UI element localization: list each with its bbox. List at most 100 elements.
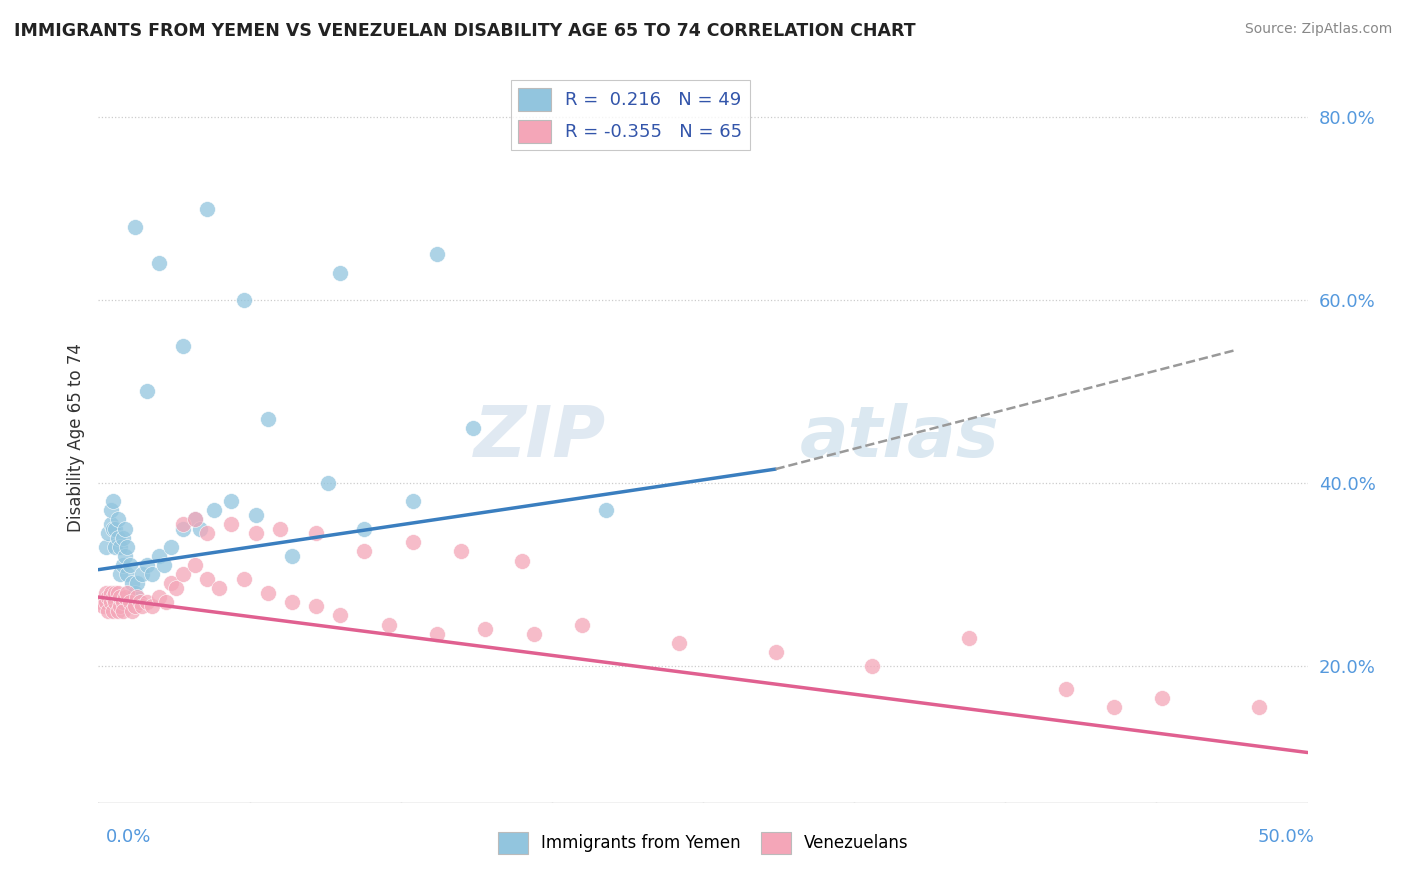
Point (232, 572, 254, 586)
Point (188, 521, 211, 535)
Legend: Immigrants from Yemen, Venezuelans: Immigrants from Yemen, Venezuelans (491, 826, 915, 860)
Point (124, 585, 146, 599)
Point (1152, 690, 1174, 705)
Point (172, 516, 194, 531)
Point (94, 540, 117, 554)
Point (148, 549, 170, 563)
Point (1054, 681, 1077, 696)
Point (128, 594, 150, 608)
Point (402, 535, 425, 549)
Point (474, 622, 496, 636)
Point (195, 202, 218, 216)
Point (104, 540, 127, 554)
Point (523, 626, 546, 640)
Point (571, 617, 593, 632)
Point (256, 585, 278, 599)
Point (111, 558, 134, 573)
Point (100, 516, 122, 531)
Point (101, 590, 124, 604)
Point (245, 508, 267, 522)
Point (94, 585, 117, 599)
Point (165, 581, 187, 595)
Point (107, 604, 129, 618)
Point (97, 590, 120, 604)
Point (195, 526, 218, 541)
Point (281, 594, 304, 608)
Point (160, 540, 183, 554)
Point (107, 585, 129, 599)
Point (131, 567, 153, 582)
Point (101, 494, 124, 508)
Point (100, 503, 122, 517)
Point (118, 594, 141, 608)
Point (184, 558, 207, 573)
Point (121, 576, 143, 591)
Point (118, 558, 141, 573)
Point (195, 572, 218, 586)
Point (111, 594, 134, 608)
Point (108, 567, 131, 582)
Point (104, 521, 127, 535)
Point (860, 658, 883, 673)
Point (114, 549, 136, 563)
Point (148, 590, 170, 604)
Point (141, 567, 163, 582)
Point (117, 567, 139, 582)
Point (127, 576, 149, 591)
Point (135, 558, 157, 573)
Point (101, 521, 124, 535)
Point (108, 599, 131, 614)
Point (256, 412, 278, 426)
Point (100, 585, 122, 599)
Text: atlas: atlas (800, 402, 1000, 472)
Point (595, 503, 617, 517)
Point (184, 512, 207, 526)
Point (114, 590, 136, 604)
Point (281, 549, 304, 563)
Text: IMMIGRANTS FROM YEMEN VS VENEZUELAN DISABILITY AGE 65 TO 74 CORRELATION CHART: IMMIGRANTS FROM YEMEN VS VENEZUELAN DISA… (14, 22, 915, 40)
Point (204, 503, 226, 517)
Point (402, 494, 425, 508)
Point (221, 516, 243, 531)
Text: ZIP: ZIP (474, 402, 606, 472)
Y-axis label: Disability Age 65 to 74: Disability Age 65 to 74 (66, 343, 84, 532)
Point (172, 521, 194, 535)
Point (172, 338, 194, 352)
Point (141, 599, 163, 614)
Point (510, 553, 533, 567)
Point (111, 531, 134, 545)
Point (957, 632, 980, 646)
Text: 0.0%: 0.0% (105, 828, 150, 846)
Point (245, 526, 267, 541)
Point (172, 567, 194, 582)
Point (94, 594, 117, 608)
Point (108, 540, 131, 554)
Text: Source: ZipAtlas.com: Source: ZipAtlas.com (1244, 22, 1392, 37)
Point (152, 558, 174, 573)
Point (329, 266, 352, 280)
Point (160, 576, 183, 591)
Point (305, 599, 328, 614)
Point (765, 645, 787, 659)
Point (117, 540, 139, 554)
Point (269, 521, 291, 535)
Point (108, 590, 131, 604)
Point (104, 585, 127, 599)
Point (353, 544, 375, 558)
Point (127, 590, 149, 604)
Point (316, 475, 339, 490)
Point (97, 526, 120, 541)
Point (208, 581, 231, 595)
Point (124, 599, 146, 614)
Point (100, 594, 122, 608)
Point (114, 521, 136, 535)
Point (107, 531, 129, 545)
Point (107, 512, 129, 526)
Point (1249, 699, 1271, 714)
Point (329, 608, 352, 623)
Point (450, 544, 472, 558)
Point (117, 585, 139, 599)
Point (124, 219, 146, 234)
Point (463, 421, 485, 435)
Point (90, 594, 112, 608)
